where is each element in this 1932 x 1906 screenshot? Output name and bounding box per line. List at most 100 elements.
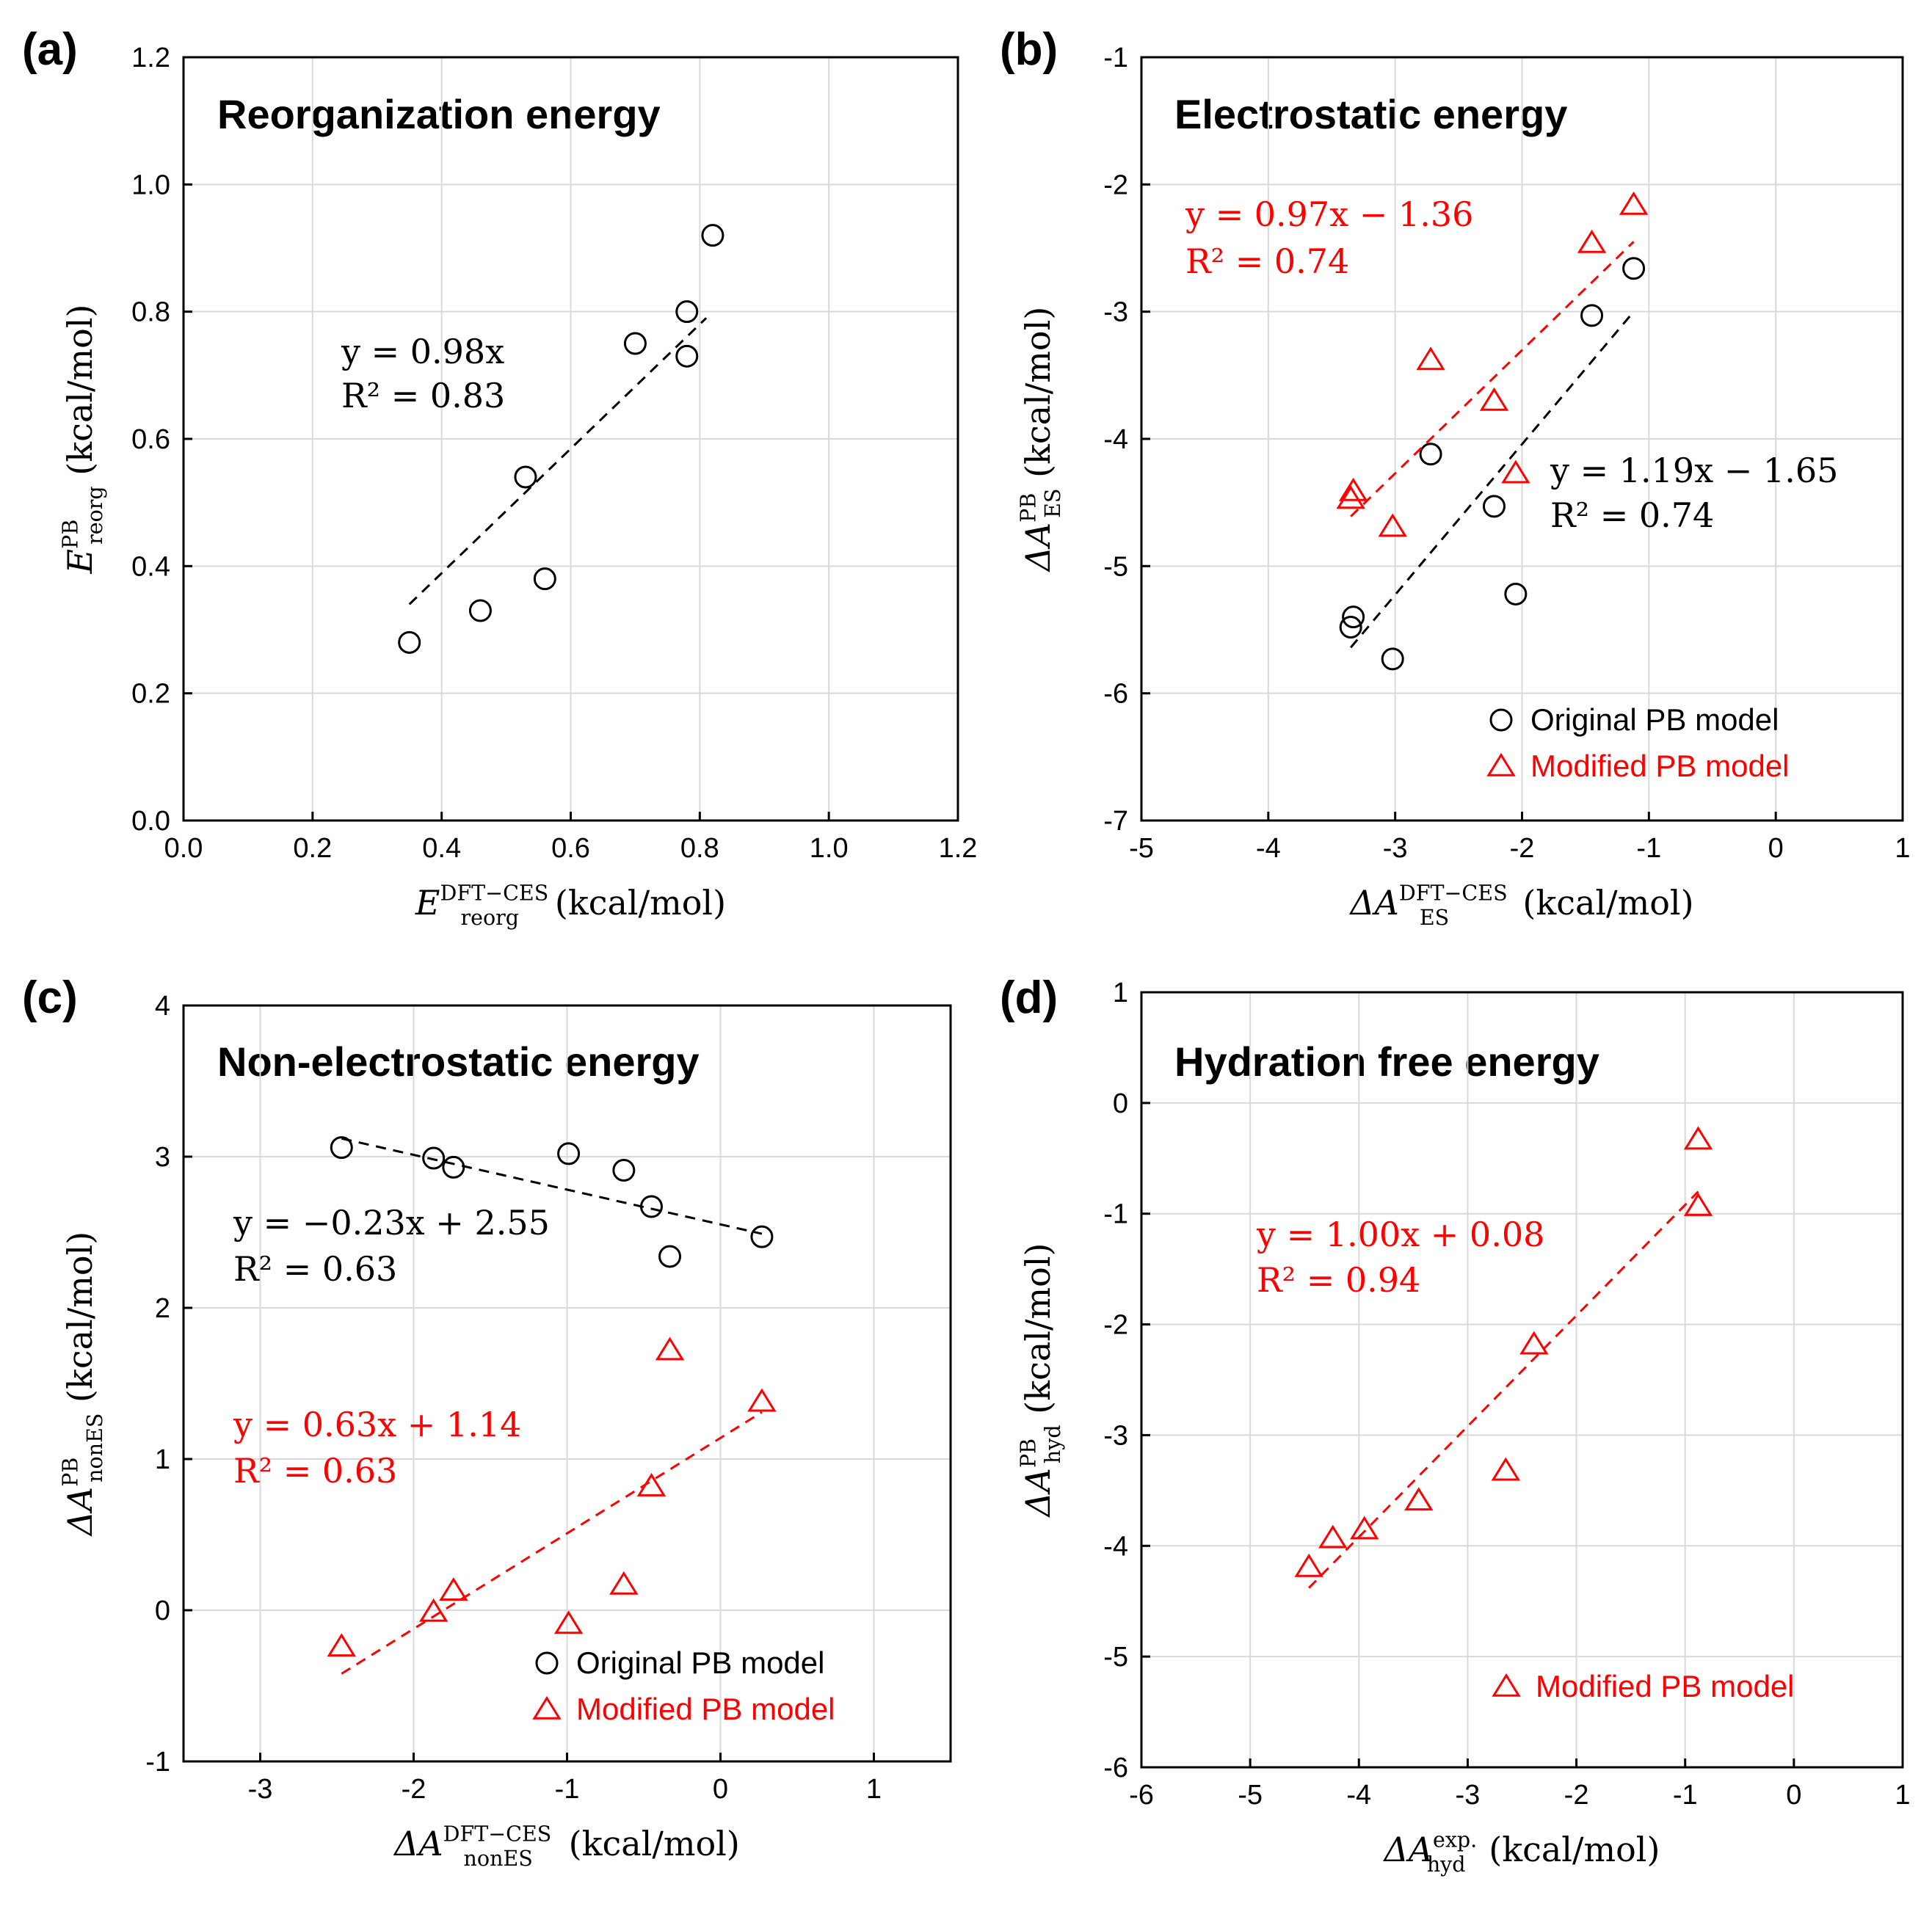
x-tick-label: -1 [1636,833,1661,864]
fit-equation: R² = 0.94 [1257,1260,1420,1300]
legend-marker-triangle [532,1695,562,1720]
data-point-circle [1339,616,1362,639]
axis-label-superscript: exp. [1433,1828,1477,1852]
data-point-circle [1580,304,1604,327]
panel-a: (a) Reorganization energy 0.0 0.2 0.4 0.6 0.… [22,24,977,930]
y-tick-label: -5 [1103,1642,1128,1673]
axis-label-superscript: PB [1017,1438,1041,1468]
axis-label-superscript: DFT−CES [1399,881,1508,906]
x-tick-label: 1.2 [939,833,978,864]
y-tick-label: 0 [155,1596,170,1626]
y-tick-label: 0.2 [131,679,170,710]
axis-label-unit: (kcal/mol) [1018,1243,1058,1425]
data-point-circle [675,300,699,324]
x-tick-label: 0 [713,1774,728,1805]
y-tick-label: -4 [1103,424,1128,455]
legend-marker-circle [535,1651,559,1675]
axis-label: ΔAexp. hyd (kcal/mol) [1383,1828,1660,1877]
data-point-circle [1381,647,1404,671]
data-point-triangle [1519,1331,1549,1355]
data-point-triangle [1350,1516,1379,1540]
fit-line [341,1411,763,1675]
y-tick-label: 0.6 [131,424,170,455]
fit-equation: y = 0.63x + 1.14 [233,1405,521,1444]
y-tick-label: 1 [155,1444,170,1475]
data-point-circle [1482,495,1506,518]
data-point-circle [1419,443,1442,466]
axis-label-unit: (kcal/mol) [60,305,100,487]
y-tick-label: 0 [1113,1088,1128,1119]
y-tick-label: 0.8 [131,297,170,328]
data-point-triangle [655,1336,685,1361]
data-point-circle [675,344,699,368]
data-point-triangle [439,1577,468,1601]
y-tick-label: 4 [155,991,170,1022]
y-tick-label: -5 [1103,551,1128,582]
data-point-triangle [1318,1524,1348,1549]
x-tick-label: -2 [1510,833,1535,864]
data-point-circle [557,1142,581,1165]
data-point-triangle [1501,459,1530,484]
axis-label-unit: (kcal/mol) [1512,883,1694,923]
axis-label-symbol: E [60,549,100,575]
panel-title: Electrostatic energy [1174,91,1567,137]
x-tick-label: -4 [1256,833,1281,864]
axis-label: ΔAPBhyd (kcal/mol) [1017,1243,1065,1518]
x-tick-label: 0.4 [422,833,461,864]
data-point-triangle [327,1633,356,1657]
data-point-triangle [1683,1126,1713,1150]
panel-label: (c) [22,972,78,1023]
x-tick-label: 1 [866,1774,882,1805]
axis-label-superscript: PB [1017,493,1041,523]
data-point-circle [398,630,421,654]
axis-label-superscript: DFT−CES [443,1822,552,1847]
x-tick-label: -3 [248,1774,273,1805]
data-point-triangle [1683,1192,1713,1216]
panel-c: (c) Non-electrostatic energy -3 -2 -1 0 1 -1 0… [22,972,952,1871]
axis-label-symbol: E [415,883,440,923]
y-tick-label: -1 [145,1747,170,1778]
panel-label: (a) [22,24,78,75]
x-tick-label: 1.0 [810,833,849,864]
data-point-circle [623,332,647,355]
x-tick-label: 0 [1768,833,1784,864]
y-tick-label: -2 [1103,170,1128,200]
y-tick-label: -7 [1103,806,1128,837]
data-point-triangle [1577,229,1607,253]
data-point-triangle [1479,387,1509,411]
legend-label: Original PB model [1530,702,1779,737]
x-tick-label: 0.0 [164,833,203,864]
data-point-triangle [1378,513,1407,537]
data-point-circle [533,567,556,591]
x-tick-label: 0.8 [680,833,719,864]
data-point-triangle [1404,1487,1434,1511]
axis-label: EDFT−CES reorg (kcal/mol) [415,881,726,930]
y-tick-label: 2 [155,1293,170,1324]
axis-label: ΔADFT−CES nonES (kcal/mol) [393,1822,740,1871]
fit-equation: y = 0.97x − 1.36 [1185,194,1473,234]
axis-label-symbol: ΔA [60,1487,100,1537]
fit-line [1350,241,1635,517]
axis-label-unit: (kcal/mol) [558,1824,740,1863]
axis-label-unit: (kcal/mol) [544,883,726,923]
y-tick-label: -3 [1103,1420,1128,1451]
axis-label-subscript: nonES [83,1414,107,1483]
data-point-triangle [1294,1553,1323,1577]
axis-label-subscript: reorg [83,486,107,545]
x-tick-label: -1 [1673,1780,1698,1811]
y-tick-label: -6 [1103,679,1128,710]
fit-equation: R² = 0.74 [1185,241,1349,281]
plot-frame [1140,991,1904,1769]
data-point-circle [1504,582,1528,605]
data-point-circle [701,224,724,247]
panel-title: Hydration free energy [1174,1039,1599,1085]
x-tick-label: -3 [1383,833,1408,864]
axis-label-unit: (kcal/mol) [60,1232,100,1414]
y-tick-label: 1.2 [131,43,170,73]
axis-label-symbol: ΔA [1018,1468,1058,1518]
legend-label: Modified PB model [576,1692,835,1726]
fit-line [1350,310,1635,649]
x-tick-label: -2 [402,1774,426,1805]
y-tick-label: 1 [1113,978,1128,1008]
